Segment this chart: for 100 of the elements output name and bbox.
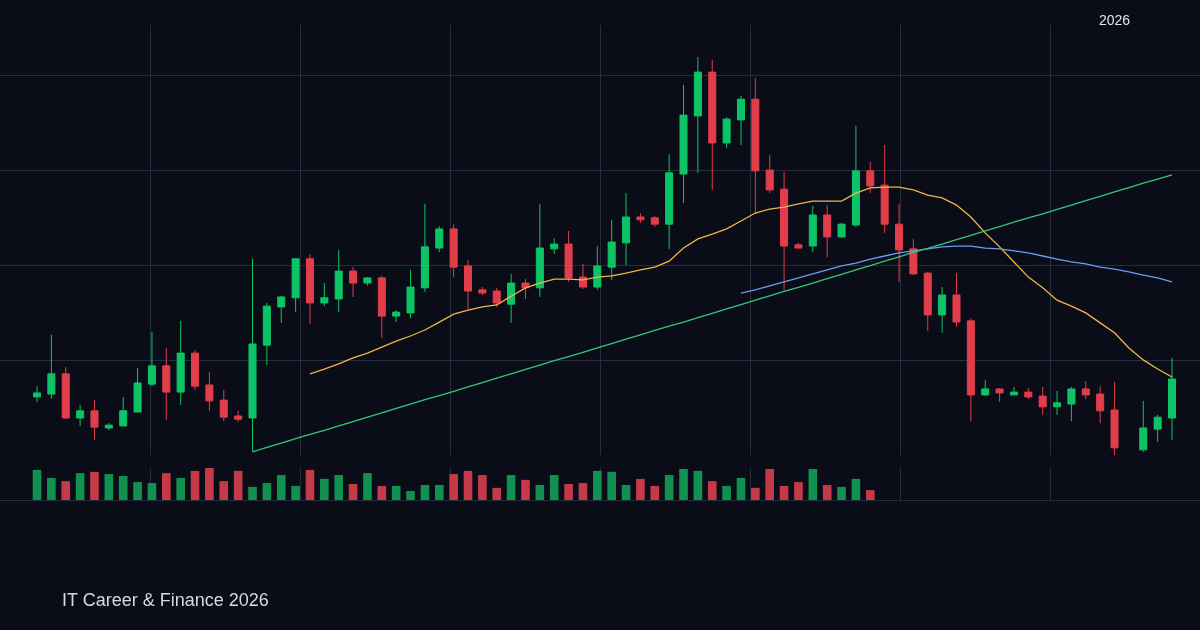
text: 2026 <box>1099 12 1131 28</box>
candlestick <box>823 204 832 258</box>
candlestick <box>966 317 975 422</box>
bar <box>506 475 516 500</box>
candlestick <box>693 56 702 174</box>
bar <box>707 481 717 500</box>
bar <box>334 475 344 500</box>
bar <box>406 491 415 500</box>
bar <box>75 473 85 500</box>
candlestick <box>636 212 645 224</box>
bar <box>291 485 300 500</box>
bar <box>434 484 444 500</box>
bar <box>104 474 114 500</box>
candlestick <box>420 203 429 293</box>
bar <box>248 486 257 500</box>
candlestick <box>32 385 42 403</box>
candlestick <box>463 259 473 310</box>
bar <box>779 485 789 500</box>
bar <box>320 478 329 500</box>
candlestick <box>147 331 156 387</box>
candlestick <box>61 366 70 420</box>
bar <box>808 468 818 500</box>
candlestick <box>191 349 200 391</box>
candlestick <box>751 77 760 215</box>
bar <box>650 485 660 500</box>
candlestick <box>1067 386 1076 422</box>
bar <box>664 475 674 500</box>
candlestick <box>1009 386 1018 396</box>
candlestick <box>492 287 501 308</box>
candlestick <box>1038 386 1047 416</box>
bar <box>47 477 56 500</box>
candlestick <box>736 95 745 146</box>
candlestick <box>320 282 329 307</box>
candlestick <box>808 205 817 253</box>
candlestick <box>851 125 860 228</box>
candlestick <box>334 249 343 313</box>
bar <box>478 475 487 500</box>
candlestick <box>550 237 559 255</box>
bar <box>549 475 559 500</box>
candlestick <box>90 399 99 441</box>
bar <box>722 485 731 500</box>
candlestick <box>406 269 415 319</box>
candlestick <box>794 242 803 250</box>
bar <box>607 471 616 500</box>
bar <box>61 481 71 500</box>
candlestick <box>665 153 674 250</box>
candlestick <box>535 203 544 298</box>
bar <box>736 477 746 500</box>
candlestick <box>765 154 774 194</box>
bar <box>535 484 545 500</box>
bar <box>822 484 832 500</box>
candlestick <box>262 302 271 366</box>
candlestick <box>248 258 257 453</box>
bar <box>593 470 602 500</box>
bar <box>837 486 846 500</box>
candlestick <box>133 367 142 413</box>
candlestick <box>1096 385 1105 424</box>
candlestick <box>1081 380 1090 400</box>
candlestick <box>622 192 631 266</box>
candlestick <box>564 230 573 283</box>
bar <box>391 485 401 500</box>
candlestick <box>305 253 314 325</box>
candlestick <box>1053 390 1062 416</box>
text: IT Career & Finance 2026 <box>62 590 269 610</box>
bar <box>463 470 473 500</box>
bar <box>492 487 502 500</box>
candlestick <box>981 379 990 397</box>
candlestick <box>377 275 386 339</box>
bar <box>233 470 243 500</box>
bar <box>90 471 99 500</box>
bar <box>176 477 185 500</box>
candlestick <box>291 257 300 313</box>
candlestick <box>923 271 932 332</box>
candlestick <box>837 222 846 239</box>
candlestick <box>938 286 947 334</box>
bar <box>276 475 286 500</box>
bar <box>794 482 803 500</box>
candlestick <box>363 276 372 287</box>
candlestick <box>952 272 961 328</box>
candlestick <box>234 410 243 423</box>
candlestick <box>1024 387 1033 400</box>
bar <box>161 473 171 500</box>
bar <box>636 478 645 500</box>
bar <box>348 484 358 500</box>
bar <box>305 469 315 500</box>
candlestick <box>866 161 875 194</box>
candlestick <box>880 144 889 234</box>
candlestick <box>679 84 688 204</box>
candlestick <box>780 171 789 291</box>
bar <box>219 481 229 500</box>
candlestick <box>722 116 731 149</box>
bar <box>147 483 157 500</box>
bar <box>765 468 775 500</box>
bar <box>679 468 688 500</box>
candlestick <box>708 59 717 191</box>
candlestick <box>1153 414 1162 443</box>
candlestick <box>1110 381 1119 455</box>
candlestick <box>176 320 185 406</box>
bar <box>865 490 875 500</box>
candlestick <box>219 389 228 422</box>
